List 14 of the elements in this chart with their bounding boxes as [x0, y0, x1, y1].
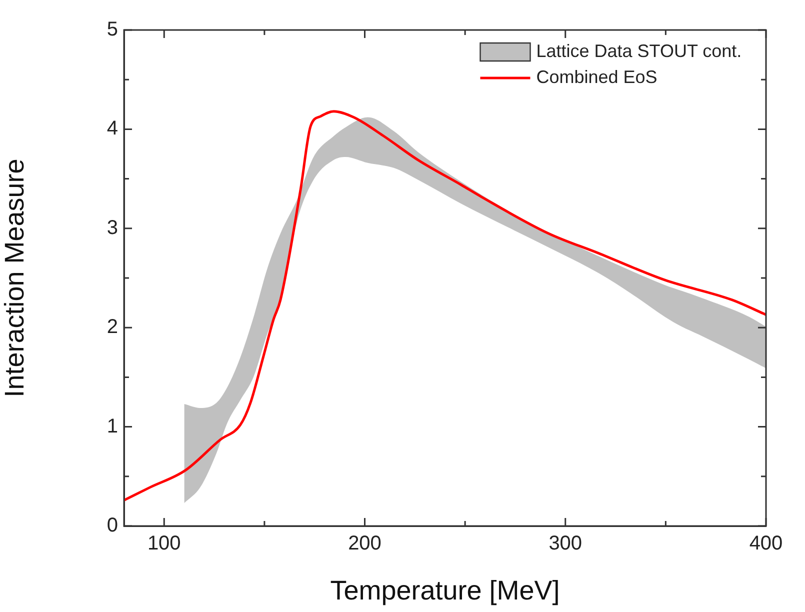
y-tick-label: 0	[106, 514, 118, 537]
x-tick-label: 100	[147, 532, 181, 555]
legend-label: Lattice Data STOUT cont.	[536, 40, 742, 61]
x-tick-label: 400	[749, 532, 783, 555]
x-tick-label: 300	[548, 532, 582, 555]
y-tick-label: 2	[106, 316, 118, 338]
y-tick-label: 1	[106, 415, 118, 438]
y-tick-label: 5	[106, 18, 118, 41]
x-axis-title: Temperature [MeV]	[330, 575, 560, 606]
y-tick-label: 4	[106, 118, 118, 140]
y-axis-title: Interaction Measure	[0, 158, 30, 398]
legend-label: Combined EoS	[536, 66, 658, 87]
y-tick-label: 3	[106, 216, 118, 239]
x-tick-label: 200	[348, 532, 382, 555]
